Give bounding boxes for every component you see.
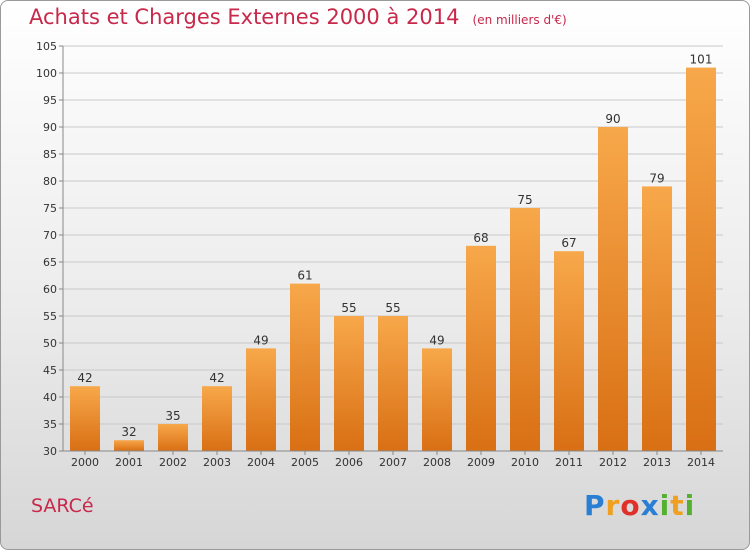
data-label: 49 [429,333,444,347]
data-label: 55 [385,301,400,315]
bar [598,127,628,451]
y-tick-label: 75 [43,202,57,215]
data-label: 61 [297,269,312,283]
y-tick-label: 40 [43,391,57,404]
data-label: 67 [561,236,576,250]
bar [378,316,408,451]
data-label: 79 [649,171,664,185]
y-tick-label: 45 [43,364,57,377]
data-label: 68 [473,231,488,245]
bar [202,386,232,451]
bar [642,186,672,451]
y-tick-label: 80 [43,175,57,188]
x-tick-label: 2007 [379,456,407,469]
y-tick-label: 105 [36,40,57,53]
data-label: 75 [517,193,532,207]
commune-name: SARCé [31,495,94,517]
y-tick-label: 95 [43,94,57,107]
data-label: 55 [341,301,356,315]
bar [422,348,452,451]
logo-letter: P [584,489,606,522]
bar [334,316,364,451]
bar [510,208,540,451]
y-tick-label: 60 [43,283,57,296]
data-label: 101 [690,53,713,67]
bar [686,67,716,451]
chart-title: Achats et Charges Externes 2000 à 2014 (… [29,5,567,29]
y-tick-label: 65 [43,256,57,269]
bar [246,348,276,451]
y-tick-label: 85 [43,148,57,161]
bars: 42 32 35 42 49 61 55 55 49 68 75 67 90 79 101 [70,53,716,451]
x-tick-label: 2006 [335,456,363,469]
proxiti-logo: Proxiti [584,489,695,522]
logo-letter: x [640,489,660,522]
logo-letter: t [670,489,685,522]
data-label: 42 [77,371,92,385]
x-tick-label: 2013 [643,456,671,469]
x-tick-label: 2003 [203,456,231,469]
x-tick-label: 2014 [687,456,715,469]
y-tick-label: 30 [43,445,57,458]
logo-letter: i [684,489,696,522]
data-label: 32 [121,425,136,439]
y-tick-label: 55 [43,310,57,323]
bar [158,424,188,451]
data-label: 90 [605,112,620,126]
logo-letter: i [659,489,671,522]
x-tick-label: 2001 [115,456,143,469]
bar [70,386,100,451]
x-tick-label: 2010 [511,456,539,469]
bar [114,440,144,451]
x-tick-label: 2002 [159,456,187,469]
bar [466,245,496,451]
y-tick-label: 70 [43,229,57,242]
x-tick-label: 2012 [599,456,627,469]
bar [290,283,320,451]
title-unit-note: (en milliers d'€) [472,13,567,27]
x-tick-label: 2011 [555,456,583,469]
y-tick-label: 90 [43,121,57,134]
data-label: 35 [165,409,180,423]
x-tick-label: 2009 [467,456,495,469]
y-tick-label: 100 [36,67,57,80]
bar [554,251,584,451]
y-axis: 30 35 40 45 50 55 60 65 70 75 80 85 90 95 100 105 [36,40,64,458]
logo-letter: o [620,489,641,522]
x-tick-label: 2005 [291,456,319,469]
x-tick-label: 2000 [71,456,99,469]
logo-letter: r [605,489,621,522]
x-axis: 2000 2001 2002 2003 2004 2005 2006 2007 2008 2009… [63,450,723,469]
x-tick-label: 2008 [423,456,451,469]
data-label: 42 [209,371,224,385]
y-tick-label: 50 [43,337,57,350]
x-tick-label: 2004 [247,456,275,469]
title-main: Achats et Charges Externes 2000 à 2014 [29,5,460,29]
data-label: 49 [253,333,268,347]
y-tick-label: 35 [43,418,57,431]
